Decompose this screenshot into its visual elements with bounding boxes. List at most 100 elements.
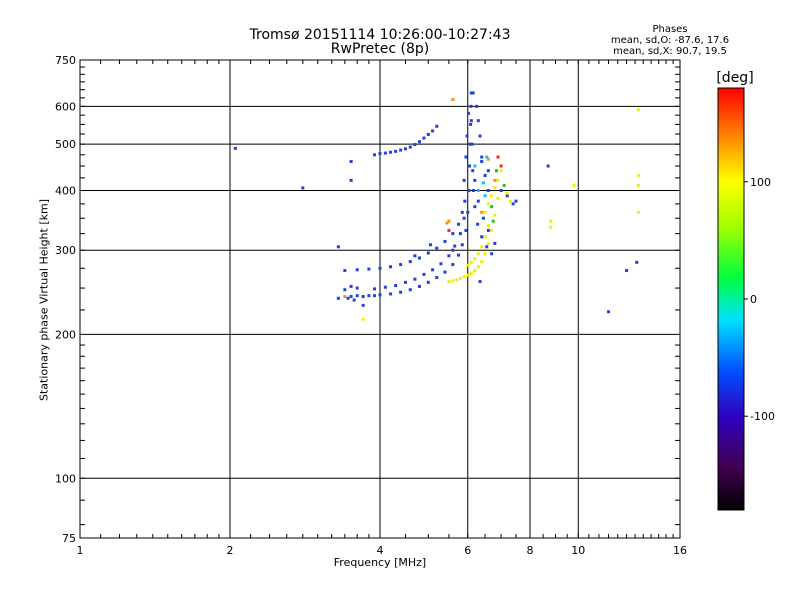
data-point [455, 278, 459, 282]
data-point [549, 225, 553, 229]
data-point [635, 260, 639, 264]
data-point [636, 210, 640, 214]
x-tick-label: 16 [673, 544, 687, 557]
data-point [349, 284, 353, 288]
data-point [486, 169, 490, 173]
data-point [466, 210, 470, 214]
data-point [478, 280, 482, 284]
data-point [469, 91, 473, 95]
data-point [301, 186, 305, 190]
data-point [549, 219, 553, 223]
data-point [417, 140, 421, 144]
data-point [373, 287, 377, 291]
data-point [508, 199, 512, 203]
data-point [383, 151, 387, 155]
data-point [343, 269, 347, 273]
data-point [493, 241, 497, 245]
x-axis-label: Frequency [MHz] [333, 556, 427, 569]
data-point [451, 279, 455, 283]
data-point [480, 235, 484, 239]
colorbar-label: [deg] [716, 70, 754, 86]
data-point [476, 119, 480, 123]
data-point [467, 188, 471, 192]
data-point [343, 295, 347, 299]
data-point [399, 263, 403, 267]
y-tick-label: 300 [55, 244, 76, 257]
data-point [431, 268, 435, 272]
data-point [422, 272, 426, 276]
data-point [493, 213, 497, 217]
data-point [502, 183, 506, 187]
data-point [476, 252, 480, 256]
data-point [473, 178, 477, 182]
data-point [476, 188, 480, 192]
data-point [399, 290, 403, 294]
data-point [426, 251, 430, 255]
data-point [389, 292, 393, 296]
data-point [443, 270, 447, 274]
colorbar-ticks: -100 0 100 [744, 176, 775, 423]
data-point [428, 243, 432, 247]
data-point [483, 235, 487, 239]
x-tick-label: 10 [571, 544, 585, 557]
data-point [462, 275, 466, 279]
data-point [486, 241, 490, 245]
data-point [490, 194, 494, 198]
data-point [464, 155, 468, 159]
data-point [435, 124, 439, 128]
data-point [451, 98, 455, 102]
data-point [431, 129, 435, 133]
data-point [465, 134, 469, 138]
data-point [505, 191, 509, 195]
data-point [457, 253, 461, 257]
phases-o-stats: mean, sd,O: -87.6, 17.6 [610, 35, 730, 46]
data-point [355, 268, 359, 272]
data-point [408, 145, 412, 149]
data-points [233, 91, 640, 321]
x-tick-label: 6 [464, 544, 471, 557]
data-point [499, 164, 503, 168]
data-point [457, 222, 461, 226]
data-point [349, 295, 353, 299]
data-point [403, 147, 407, 151]
chart-subtitle: RwPretec (8p) [330, 41, 430, 57]
y-tick-label: 400 [55, 184, 76, 197]
data-point [453, 244, 457, 248]
data-point [349, 159, 353, 163]
data-point [463, 199, 467, 203]
data-point [408, 260, 412, 264]
data-point [443, 239, 447, 243]
x-tick-label: 4 [377, 544, 384, 557]
data-point [486, 202, 490, 206]
data-point [473, 269, 477, 273]
data-point [480, 155, 484, 159]
data-point [493, 186, 497, 190]
data-point [469, 119, 473, 123]
data-point [394, 284, 398, 288]
data-point [378, 293, 382, 297]
data-point [546, 164, 550, 168]
data-point [435, 246, 439, 250]
data-point [625, 269, 629, 273]
data-point [462, 216, 466, 220]
data-point [486, 228, 490, 232]
data-point [349, 178, 353, 182]
y-tick-label: 75 [62, 532, 76, 545]
data-point [447, 219, 451, 223]
y-tick-label: 200 [55, 328, 76, 341]
data-point [417, 256, 421, 260]
data-point [445, 221, 449, 225]
data-point [417, 284, 421, 288]
data-point [485, 155, 489, 159]
data-point [426, 132, 430, 136]
data-point [233, 146, 237, 150]
data-point [481, 216, 485, 220]
data-point [468, 142, 472, 146]
data-point [451, 248, 455, 252]
data-point [480, 210, 484, 214]
y-axis-label: Stationary phase Virtual Height [km] [37, 198, 51, 402]
data-point [383, 285, 387, 289]
data-point [336, 296, 340, 300]
y-tick-label: 100 [55, 472, 76, 485]
